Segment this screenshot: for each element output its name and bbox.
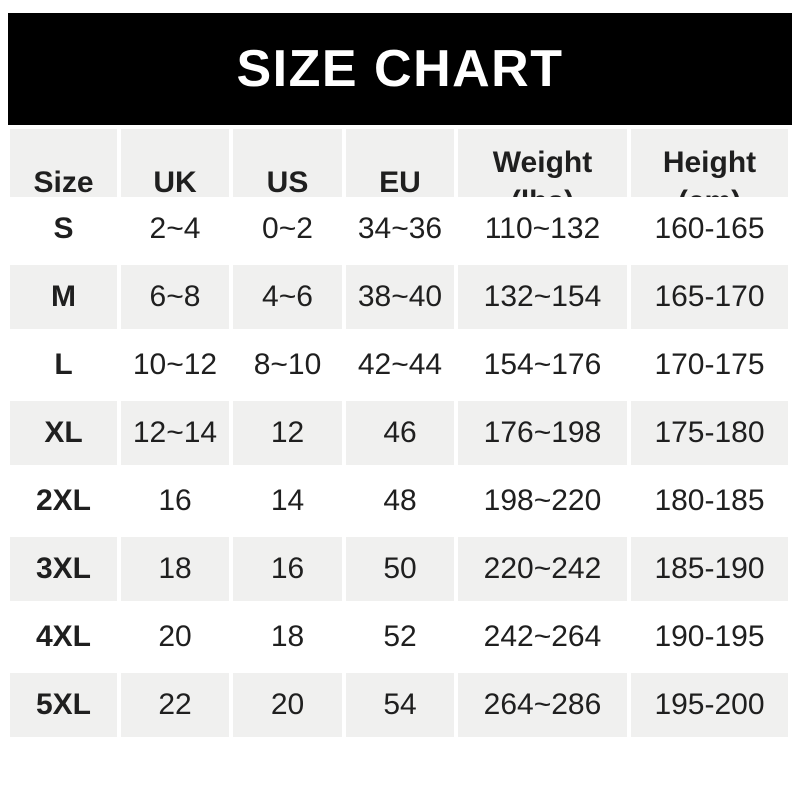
size-label: L [10,333,117,397]
table-cell: 16 [233,537,342,601]
table-cell: 242~264 [458,605,627,669]
table-cell: 175-180 [631,401,788,465]
size-label: XL [10,401,117,465]
table-cell: 12~14 [121,401,229,465]
table-cell: 14 [233,469,342,533]
table-cell: 52 [346,605,454,669]
table-cell: 10~12 [121,333,229,397]
page-title: SIZE CHART [236,40,564,98]
table-cell: 12 [233,401,342,465]
table-cell: 220~242 [458,537,627,601]
table-cell: 264~286 [458,673,627,737]
table-cell: 2~4 [121,197,229,261]
table-cell: 6~8 [121,265,229,329]
table-cell: 165-170 [631,265,788,329]
size-label: 2XL [10,469,117,533]
table-cell: 20 [121,605,229,669]
title-banner: SIZE CHART [8,13,792,125]
table-cell: 20 [233,673,342,737]
table-cell: 185-190 [631,537,788,601]
table-cell: 154~176 [458,333,627,397]
table-cell: 176~198 [458,401,627,465]
table-cell: 195-200 [631,673,788,737]
table-cell: 110~132 [458,197,627,261]
size-label: M [10,265,117,329]
table-cell: 18 [121,537,229,601]
table-cell: 160-165 [631,197,788,261]
table-cell: 4~6 [233,265,342,329]
size-label: 4XL [10,605,117,669]
table-cell: 22 [121,673,229,737]
table-cell: 46 [346,401,454,465]
table-cell: 132~154 [458,265,627,329]
table-cell: 18 [233,605,342,669]
table-cell: 34~36 [346,197,454,261]
size-label: 3XL [10,537,117,601]
table-cell: 180-185 [631,469,788,533]
table-cell: 38~40 [346,265,454,329]
table-cell: 42~44 [346,333,454,397]
size-chart-table: Size UK US EU Weight (lbs) Height (cm) S… [10,129,790,737]
table-cell: 48 [346,469,454,533]
size-label: S [10,197,117,261]
table-cell: 198~220 [458,469,627,533]
size-label: 5XL [10,673,117,737]
table-cell: 170-175 [631,333,788,397]
table-cell: 50 [346,537,454,601]
table-cell: 54 [346,673,454,737]
table-cell: 0~2 [233,197,342,261]
table-cell: 190-195 [631,605,788,669]
table-cell: 8~10 [233,333,342,397]
table-cell: 16 [121,469,229,533]
